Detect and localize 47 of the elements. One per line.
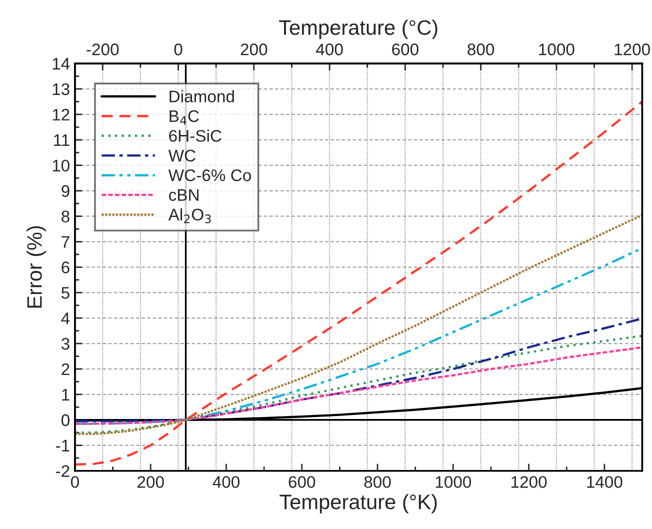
x2-tick-label: 1200	[614, 44, 650, 56]
x-tick-label: 200	[138, 476, 164, 488]
y-tick-label: 2	[62, 363, 70, 376]
legend-label: 6H-SiC	[169, 130, 222, 142]
x2-tick-label: 800	[468, 44, 494, 56]
x2-tick-label: -200	[86, 44, 119, 56]
y-tick-label: 7	[62, 236, 70, 248]
legend-label: cBN	[169, 189, 198, 201]
y-tick-label: 13	[52, 83, 70, 96]
x-tick-label: 600	[288, 476, 316, 488]
line-series	[74, 100, 642, 466]
x-tick-label: 0	[70, 476, 79, 488]
x-tick-label: 1400	[587, 476, 622, 488]
x2-tick-label: 200	[240, 44, 268, 56]
legend-label: WC	[168, 150, 196, 162]
x-axis-title: Temperature (°K)	[280, 494, 437, 514]
x-tick-label: 1200	[512, 476, 547, 488]
x-tick-label: 1000	[436, 476, 472, 488]
legend-label: B$_{4}$C	[170, 110, 199, 125]
x2-tick-label: 400	[316, 44, 343, 56]
legend-label: Al$_{2}$O$_{3}$	[168, 208, 211, 224]
y-tick-label: -1	[56, 440, 70, 452]
line-series	[74, 317, 642, 422]
x2-tick-label: 0	[174, 44, 182, 56]
x2-axis-title: Temperature (°C)	[279, 20, 438, 40]
legend-label: WC-6% Co	[168, 169, 251, 182]
y-tick-label: 8	[62, 210, 70, 222]
y-tick-label: -2	[56, 465, 70, 477]
y-tick-label: 6	[62, 262, 70, 274]
x2-tick-label: 600	[392, 44, 418, 56]
y-axis-title: Error (%)	[26, 226, 46, 308]
y-tick-label: 11	[54, 134, 70, 146]
legend-label: Diamond	[170, 90, 234, 102]
y-tick-label: 9	[62, 185, 70, 197]
y-tick-label: 12	[52, 108, 70, 120]
line-series	[74, 346, 642, 425]
y-tick-label: 3	[61, 338, 70, 350]
y-tick-label: 10	[52, 160, 70, 172]
x-tick-label: 400	[212, 476, 240, 488]
y-tick-label: 14	[52, 58, 70, 70]
y-tick-label: 4	[61, 312, 70, 324]
y-tick-label: 5	[62, 287, 70, 299]
x2-tick-label: 1000	[539, 44, 574, 56]
y-tick-label: 0	[62, 414, 70, 426]
x-tick-label: 800	[364, 476, 391, 488]
line-series	[74, 334, 642, 434]
y-tick-label: 1	[62, 389, 70, 400]
